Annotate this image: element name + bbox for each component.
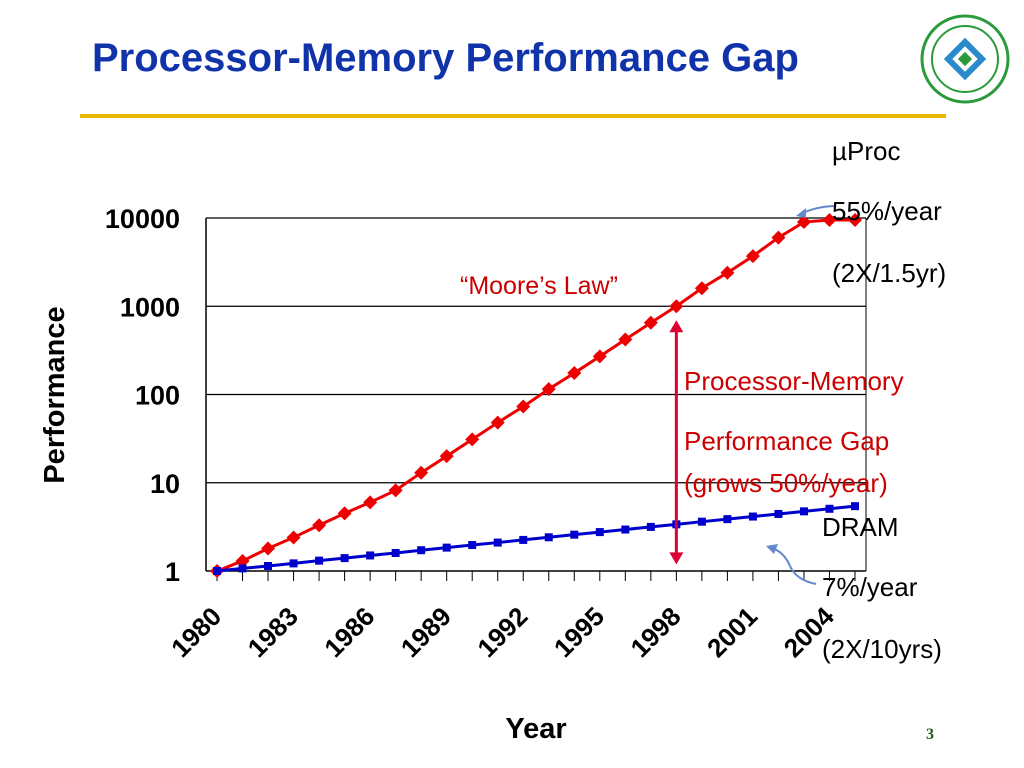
uproc-data-point	[694, 281, 709, 296]
series-layer	[210, 212, 862, 578]
dram-series-line	[216, 504, 856, 573]
uproc-data-point	[541, 382, 556, 397]
dram-data-point	[417, 546, 426, 555]
y-axis-title: Performance	[39, 306, 71, 483]
x-tick-label: 1995	[548, 601, 610, 663]
uproc-data-point	[618, 332, 633, 347]
uproc-data-point	[643, 315, 658, 330]
dram-callout-arrow	[771, 547, 817, 585]
university-logo	[920, 14, 1010, 104]
arrow-layer	[669, 205, 837, 585]
x-tick-label: 1986	[318, 601, 380, 663]
y-tick-label: 1	[165, 557, 180, 587]
gap-arrow-head-up	[669, 320, 684, 333]
dram-data-point	[264, 561, 273, 570]
title-underline	[80, 114, 946, 118]
dram-data-point	[621, 525, 630, 534]
uproc-data-point	[848, 212, 862, 227]
dram-doubling-label: (2X/10yrs)	[822, 634, 942, 664]
dram-data-point	[519, 535, 528, 544]
dram-data-point	[493, 538, 502, 547]
uproc-data-point	[261, 541, 276, 556]
page-number: 3	[926, 726, 934, 743]
dram-data-point	[825, 504, 834, 513]
dram-data-point	[391, 548, 400, 557]
uproc-data-point	[669, 299, 684, 314]
slide-title: Processor-Memory Performance Gap	[92, 36, 799, 80]
dram-data-point	[697, 517, 706, 526]
y-tick-label: 10000	[105, 204, 180, 234]
dram-data-point	[595, 528, 604, 537]
uproc-data-point	[388, 483, 403, 498]
dram-label: DRAM	[822, 512, 899, 542]
uproc-callout-arrow-head	[796, 208, 806, 218]
dram-data-point	[366, 551, 375, 560]
uproc-data-point	[490, 415, 505, 430]
x-tick-label: 1980	[165, 601, 227, 663]
axes-layer	[205, 218, 867, 581]
uproc-data-point	[465, 432, 480, 447]
uproc-data-point	[286, 530, 301, 545]
dram-data-point	[544, 533, 553, 542]
x-axis-title: Year	[505, 713, 566, 745]
dram-data-point	[289, 559, 298, 568]
y-tick-label: 1000	[120, 292, 180, 322]
dram-rate-label: 7%/year	[822, 572, 918, 602]
dram-data-point	[238, 564, 247, 573]
gap-label-line2: Performance Gap	[684, 426, 890, 456]
dram-data-point	[315, 556, 324, 565]
uproc-data-point	[312, 518, 327, 533]
dram-data-point	[646, 522, 655, 531]
uproc-label: µProc	[832, 136, 901, 166]
dram-data-point	[570, 530, 579, 539]
x-tick-label: 2001	[701, 601, 763, 663]
uproc-data-point	[516, 399, 531, 414]
moores-law-label: “Moore’s Law”	[460, 272, 618, 300]
dram-data-point	[340, 554, 349, 563]
gap-arrow-head-down	[669, 552, 684, 565]
uproc-data-point	[592, 349, 607, 364]
dram-data-point	[442, 543, 451, 552]
dram-data-point	[723, 515, 732, 524]
uproc-data-point	[771, 230, 786, 245]
uproc-data-point	[567, 366, 582, 381]
x-tick-label: 1992	[471, 601, 533, 663]
dram-data-point	[748, 512, 757, 521]
dram-data-point	[774, 509, 783, 518]
uproc-rate-label: 55%/year	[832, 196, 942, 226]
uproc-data-point	[414, 465, 429, 480]
uproc-data-point	[796, 215, 811, 230]
uproc-data-point	[822, 212, 837, 227]
uproc-data-point	[745, 249, 760, 264]
dram-callout-arrow-head	[766, 544, 778, 554]
y-tick-label: 10	[150, 469, 180, 499]
uproc-data-point	[720, 265, 735, 280]
y-tick-label: 100	[135, 381, 180, 411]
grid-layer	[206, 217, 866, 484]
uproc-data-point	[439, 449, 454, 464]
gap-label-line1: Processor-Memory	[684, 366, 904, 396]
x-tick-label: 1989	[395, 601, 457, 663]
uproc-doubling-label: (2X/1.5yr)	[832, 258, 947, 288]
dram-data-point	[799, 507, 808, 516]
dram-data-point	[851, 502, 859, 511]
uproc-data-point	[337, 506, 352, 521]
dram-data-point	[468, 541, 477, 550]
dram-data-point	[213, 567, 221, 575]
gap-label-line3: (grows 50%/year)	[684, 468, 888, 498]
x-tick-label: 1998	[624, 601, 686, 663]
uproc-data-point	[363, 495, 378, 510]
x-tick-label: 1983	[242, 601, 304, 663]
